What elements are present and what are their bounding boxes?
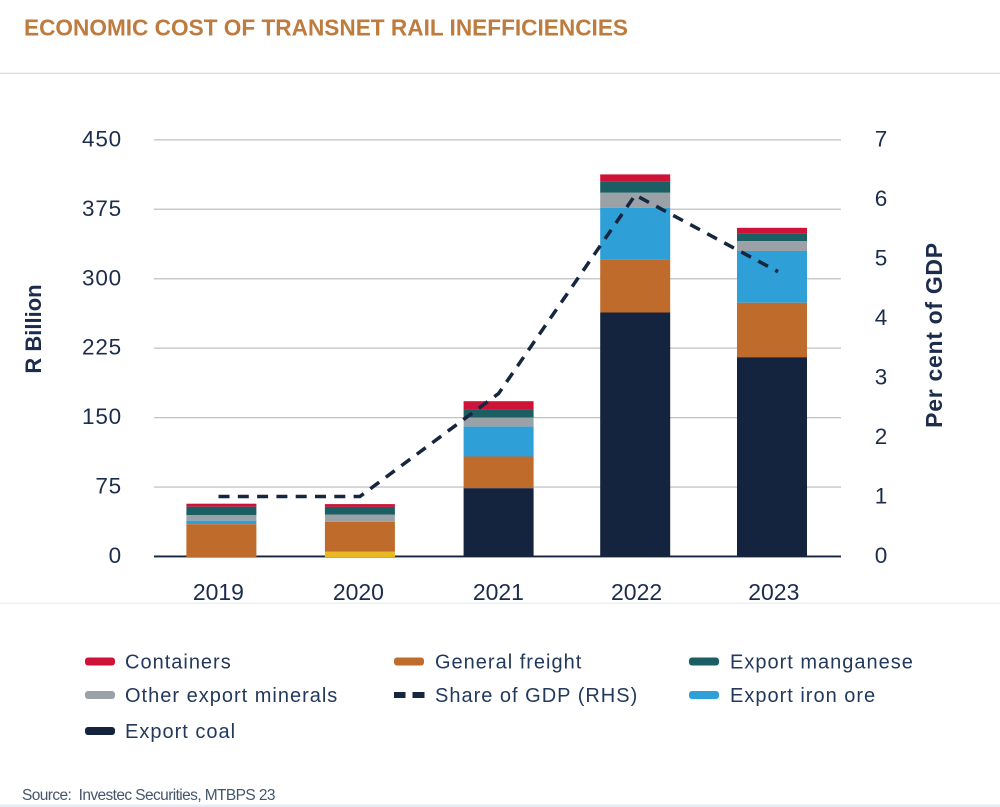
svg-text:2021: 2021 bbox=[473, 579, 524, 605]
svg-text:Export coal: Export coal bbox=[125, 721, 236, 743]
svg-text:375: 375 bbox=[82, 196, 122, 221]
svg-text:Export manganese: Export manganese bbox=[730, 652, 914, 674]
svg-text:2020: 2020 bbox=[333, 579, 384, 605]
svg-text:7: 7 bbox=[875, 126, 888, 151]
svg-text:2023: 2023 bbox=[748, 579, 799, 605]
svg-text:0: 0 bbox=[109, 543, 122, 568]
svg-text:5: 5 bbox=[875, 245, 888, 270]
svg-text:2022: 2022 bbox=[611, 579, 662, 605]
svg-text:Share of GDP (RHS): Share of GDP (RHS) bbox=[435, 685, 638, 707]
svg-text:225: 225 bbox=[82, 335, 122, 360]
svg-text:R Billion: R Billion bbox=[21, 284, 46, 373]
svg-text:450: 450 bbox=[82, 126, 122, 151]
svg-text:Other export minerals: Other export minerals bbox=[125, 685, 338, 707]
svg-text:4: 4 bbox=[875, 305, 888, 330]
svg-text:Source: Investec Securities,: Source: Investec Securities, MTBPS 23 bbox=[22, 787, 275, 804]
svg-text:General freight: General freight bbox=[435, 652, 582, 674]
svg-text:Export iron ore: Export iron ore bbox=[730, 685, 876, 707]
svg-text:1: 1 bbox=[875, 484, 888, 509]
svg-text:2019: 2019 bbox=[193, 579, 244, 605]
svg-text:Containers: Containers bbox=[125, 652, 232, 674]
svg-text:ECONOMIC COST OF TRANSNET RAIL: ECONOMIC COST OF TRANSNET RAIL INEFFICIE… bbox=[24, 15, 628, 41]
svg-text:150: 150 bbox=[82, 404, 122, 429]
svg-text:2: 2 bbox=[875, 424, 888, 449]
svg-text:75: 75 bbox=[95, 474, 122, 499]
svg-text:0: 0 bbox=[875, 543, 888, 568]
svg-text:6: 6 bbox=[875, 186, 888, 211]
svg-text:Per cent of GDP: Per cent of GDP bbox=[921, 242, 947, 428]
svg-text:3: 3 bbox=[875, 364, 888, 389]
svg-text:300: 300 bbox=[82, 265, 122, 290]
